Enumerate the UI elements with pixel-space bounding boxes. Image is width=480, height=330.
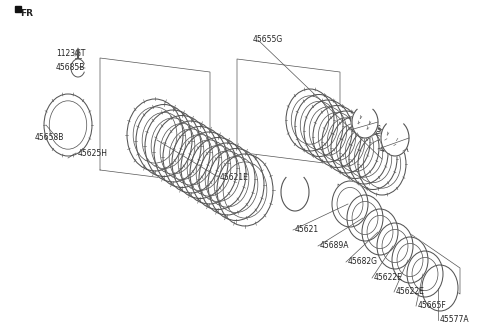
- Ellipse shape: [340, 122, 388, 184]
- Ellipse shape: [181, 132, 237, 204]
- Ellipse shape: [377, 223, 413, 269]
- Ellipse shape: [349, 127, 397, 189]
- Text: 45658B: 45658B: [35, 134, 64, 143]
- Ellipse shape: [217, 154, 273, 226]
- Text: 45621E: 45621E: [220, 173, 249, 182]
- Ellipse shape: [199, 143, 255, 215]
- Text: 45625H: 45625H: [78, 148, 108, 157]
- Text: 45577A: 45577A: [440, 315, 469, 324]
- Ellipse shape: [44, 94, 92, 156]
- Ellipse shape: [190, 138, 246, 210]
- Ellipse shape: [322, 111, 370, 173]
- Text: 45655G: 45655G: [253, 36, 283, 45]
- Text: 1123GT: 1123GT: [56, 49, 85, 57]
- Text: 45622E: 45622E: [396, 287, 425, 296]
- Text: FR: FR: [20, 9, 33, 17]
- Ellipse shape: [172, 126, 228, 199]
- Ellipse shape: [163, 121, 219, 193]
- Text: 45622E: 45622E: [374, 274, 403, 282]
- Ellipse shape: [136, 105, 192, 177]
- Ellipse shape: [392, 237, 428, 283]
- Ellipse shape: [281, 173, 309, 211]
- Ellipse shape: [331, 116, 379, 179]
- Ellipse shape: [352, 106, 378, 138]
- Text: 45682G: 45682G: [348, 257, 378, 267]
- Text: 45685B: 45685B: [56, 62, 85, 72]
- Ellipse shape: [362, 209, 398, 255]
- Text: 45689A: 45689A: [320, 242, 349, 250]
- Text: 45657A: 45657A: [380, 145, 409, 153]
- Ellipse shape: [154, 115, 210, 187]
- Ellipse shape: [127, 99, 183, 171]
- Ellipse shape: [286, 89, 334, 151]
- Ellipse shape: [422, 265, 458, 311]
- Ellipse shape: [145, 110, 201, 182]
- Text: 45651G: 45651G: [352, 125, 382, 135]
- Text: 45665F: 45665F: [418, 302, 447, 311]
- Ellipse shape: [347, 195, 383, 241]
- Ellipse shape: [313, 106, 361, 168]
- Ellipse shape: [407, 251, 443, 297]
- Ellipse shape: [381, 120, 409, 156]
- Ellipse shape: [358, 133, 406, 195]
- Ellipse shape: [208, 148, 264, 220]
- Ellipse shape: [295, 94, 343, 156]
- Ellipse shape: [332, 181, 368, 227]
- Ellipse shape: [304, 100, 352, 162]
- Text: 45621: 45621: [295, 225, 319, 235]
